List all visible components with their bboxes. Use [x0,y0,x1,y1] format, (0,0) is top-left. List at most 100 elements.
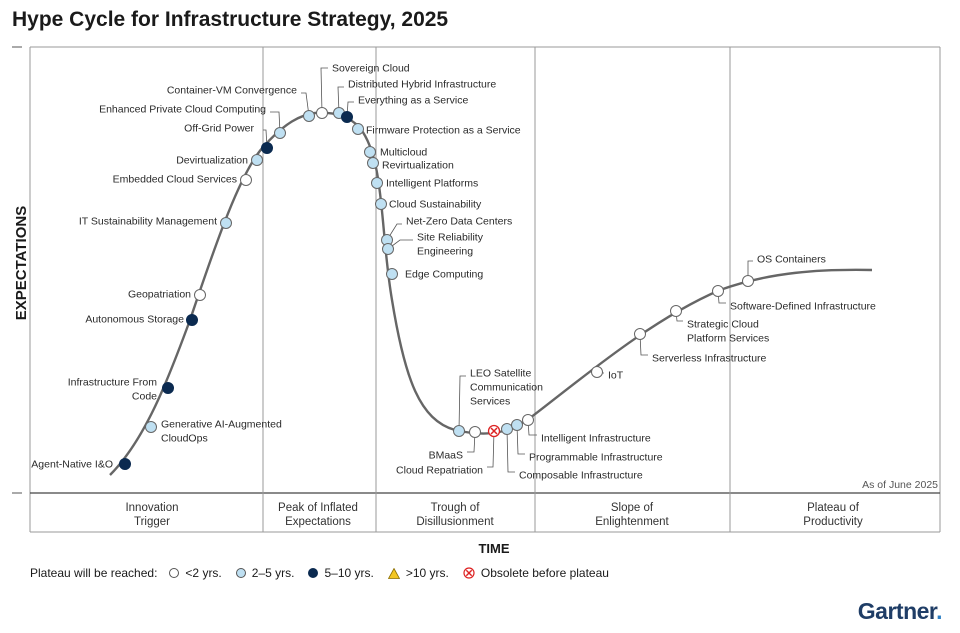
technology-labels: Agent-Native I&O Generative AI-Augmented C… [31,63,876,482]
marker-site-reliability-engineering [382,243,394,255]
hype-curve [109,111,873,476]
label-serverless-infrastructure: Serverless Infrastructure [652,353,767,365]
label-intelligent-platforms: Intelligent Platforms [386,178,478,190]
phase-label-4: Slope of Enlightenment [595,502,669,528]
legend-item-obsolete: Obsolete before plateau [463,566,609,580]
label-strategic-cloud-platform-services: Strategic Cloud Platform Services [687,319,769,345]
label-agent-native-i-o: Agent-Native I&O [31,459,113,471]
marker-software-defined-infrastructure [712,285,724,297]
label-programmable-infrastructure: Programmable Infrastructure [529,452,663,464]
marker-sovereign-cloud [316,107,328,119]
marker-cloud-repatriation [487,424,501,438]
marker-programmable-infrastructure [511,419,523,431]
label-enhanced-private-cloud-computing: Enhanced Private Cloud Computing [99,104,266,116]
marker-leo-satellite-communication-services [453,425,465,437]
legend-label-obsolete: Obsolete before plateau [480,566,609,580]
label-revirtualization: Revirtualization [382,160,454,172]
marker-multicloud [364,146,376,158]
label-sovereign-cloud: Sovereign Cloud [332,63,410,75]
brand-name: Gartner [857,598,937,624]
label-cloud-repatriation: Cloud Repatriation [396,465,483,477]
label-container-vm-convergence: Container-VM Convergence [167,85,297,97]
phase-label-2: Peak of Inflated Expectations [278,502,358,528]
marker-strategic-cloud-platform-services [670,305,682,317]
marker-embedded-cloud-services [240,174,252,186]
legend-label-2to5: 2–5 yrs. [251,566,295,580]
label-software-defined-infrastructure: Software-Defined Infrastructure [730,301,876,313]
x-axis-title: TIME [478,541,509,556]
marker-serverless-infrastructure [634,328,646,340]
leader-line-serverless-infrastructure [639,333,648,356]
label-everything-as-a-service: Everything as a Service [358,95,468,107]
label-iot: IoT [608,370,624,382]
legend-label-gt10: >10 yrs. [405,566,449,580]
phase-label-3: Trough of Disillusionment [416,502,494,528]
marker-enhanced-private-cloud-computing [274,127,286,139]
label-geopatriation: Geopatriation [128,289,191,301]
leader-line-sovereign-cloud [320,67,328,114]
legend-item-5to10: 5–10 yrs. [308,566,374,580]
leader-line-distributed-hybrid-infrastructure [337,86,344,114]
label-generative-ai-augmented-cloudops: Generative AI-Augmented CloudOps [161,419,282,445]
label-devirtualization: Devirtualization [176,155,248,167]
label-off-grid-power: Off-Grid Power [184,123,254,135]
leader-line-leo-satellite-communication-services [458,375,466,432]
marker-devirtualization [251,154,263,166]
phase-label-1: Innovation Trigger [125,502,178,528]
label-net-zero-data-centers: Net-Zero Data Centers [406,216,512,228]
y-axis-title: EXPECTATIONS [13,206,30,320]
label-firmware-protection-as-a-service: Firmware Protection as a Service [366,125,521,137]
leader-line-programmable-infrastructure [516,424,525,455]
legend-swatch-lt2 [169,568,180,578]
marker-intelligent-platforms [371,177,383,189]
label-distributed-hybrid-infrastructure: Distributed Hybrid Infrastructure [348,79,496,91]
phase-labels: Innovation Trigger Peak of Inflated Expecta… [125,502,863,528]
label-bmaas: BMaaS [429,450,463,462]
legend-swatch-5to10 [308,568,319,578]
marker-container-vm-convergence [303,110,315,122]
obsolete-icon [463,567,475,579]
label-autonomous-storage: Autonomous Storage [85,314,184,326]
label-leo-satellite-communication-services: LEO Satellite Communication Services [470,368,543,408]
legend-label-lt2: <2 yrs. [185,566,222,580]
label-site-reliability-engineering: Site Reliability Engineering [417,232,484,258]
technology-markers [119,107,754,470]
as-of-note: As of June 2025 [862,479,938,491]
marker-os-containers [742,275,754,287]
marker-infrastructure-from-code [162,382,174,394]
label-composable-infrastructure: Composable Infrastructure [519,470,643,482]
label-infrastructure-from-code: Infrastructure From Code [68,377,158,403]
triangle-icon [387,567,400,579]
label-embedded-cloud-services: Embedded Cloud Services [113,174,237,186]
leader-lines [263,67,753,473]
marker-it-sustainability-management [220,217,232,229]
marker-composable-infrastructure [501,423,513,435]
marker-generative-ai-augmented-cloudops [145,421,157,433]
leader-line-off-grid-power [263,129,268,149]
leader-line-container-vm-convergence [301,92,310,117]
marker-bmaas [469,426,481,438]
legend-title: Plateau will be reached: [30,566,158,580]
label-os-containers: OS Containers [757,254,826,266]
marker-iot [591,366,603,378]
marker-autonomous-storage [186,314,198,326]
legend-item-gt10: >10 yrs. [387,566,449,580]
legend-swatch-2to5 [235,568,246,578]
leader-line-cloud-repatriation [487,430,495,468]
gartner-logo: Gartner. [857,598,943,625]
marker-off-grid-power [261,142,273,154]
marker-edge-computing [386,268,398,280]
brand-dot: . [936,598,942,624]
plot-frame [12,46,941,533]
legend-item-lt2: <2 yrs. [169,566,222,580]
label-multicloud: Multicloud [380,147,427,159]
marker-cloud-sustainability [375,198,387,210]
legend-item-2to5: 2–5 yrs. [235,566,295,580]
leader-line-bmaas [467,431,476,453]
marker-agent-native-i-o [119,458,131,470]
page-title: Hype Cycle for Infrastructure Strategy, … [12,8,449,31]
legend-label-5to10: 5–10 yrs. [324,566,374,580]
leader-line-enhanced-private-cloud-computing [270,111,281,134]
marker-intelligent-infrastructure [522,414,534,426]
